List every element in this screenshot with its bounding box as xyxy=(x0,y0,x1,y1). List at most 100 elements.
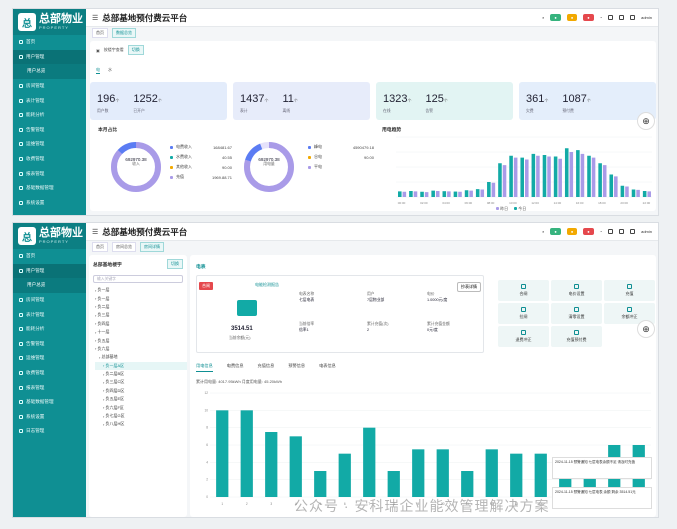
stat-card[interactable]: 1323个 在线 125个 告警 xyxy=(376,82,513,120)
sidebar-subitem[interactable]: 用户总览 xyxy=(13,278,86,293)
sidebar-item[interactable]: 日志管理 xyxy=(13,424,86,439)
filter-switch-button[interactable]: 切换 xyxy=(127,45,144,55)
action-button[interactable]: 充值 xyxy=(604,280,655,301)
fullscreen-icon[interactable] xyxy=(630,15,636,20)
tree-switch-button[interactable]: 切换 xyxy=(167,259,183,269)
fullscreen-icon[interactable] xyxy=(630,229,636,234)
user-name[interactable]: admin xyxy=(641,229,652,234)
toggle-electric[interactable]: 电 xyxy=(96,67,100,74)
action-button[interactable]: 余额冲正 xyxy=(604,303,655,324)
tree-node[interactable]: › 负五层E区 xyxy=(103,396,125,402)
sidebar-item[interactable]: 系统设置 xyxy=(13,410,86,425)
tree-node[interactable]: › 负五层 xyxy=(95,337,110,344)
sidebar-item[interactable]: 表计管理 xyxy=(13,93,86,108)
daily-bar xyxy=(485,449,498,497)
user-name[interactable]: admin xyxy=(641,15,652,20)
crumb-room-overview[interactable]: 房间总览 xyxy=(112,242,136,252)
toggle-water[interactable]: 水 xyxy=(108,67,112,72)
status-pill-red[interactable]: ● xyxy=(583,228,594,235)
tree-node[interactable]: › 负八层H区 xyxy=(103,421,125,427)
action-button[interactable]: 电价设置 xyxy=(551,280,602,301)
sidebar-subitem[interactable]: 用户总览 xyxy=(13,64,86,79)
stat-card[interactable]: 361个 欠费 1087个 预付费 xyxy=(519,82,656,120)
floating-helper-icon[interactable]: ⊕ xyxy=(637,112,655,130)
tab-meter[interactable]: 电表信息 xyxy=(319,363,336,368)
tree-node[interactable]: › 负三层C区 xyxy=(103,379,125,385)
stat-card[interactable]: 196个 用户数 1252个 已开户 xyxy=(90,82,227,120)
sidebar-item[interactable]: 用户管理 xyxy=(13,49,86,65)
crumb-overview[interactable]: 数据总览 xyxy=(112,28,136,38)
tree-node[interactable]: › 负六层 xyxy=(95,345,110,352)
report-link[interactable]: 电能检测报告 xyxy=(255,282,279,287)
stat-card[interactable]: 1437个 表计 11个 离线 xyxy=(233,82,370,120)
menu-toggle-icon[interactable]: ☰ xyxy=(92,228,99,236)
sidebar-item[interactable]: 首页 xyxy=(13,35,86,50)
bell-icon[interactable]: ◔ xyxy=(599,15,603,20)
tab-fee[interactable]: 电费信息 xyxy=(226,363,244,368)
bell-icon[interactable]: ◔ xyxy=(599,229,603,234)
sidebar-item[interactable]: 能耗分析 xyxy=(13,322,86,337)
status-pill-green[interactable]: ● xyxy=(550,14,561,21)
menu-toggle-icon[interactable]: ☰ xyxy=(92,14,99,22)
sidebar-item[interactable]: 表计管理 xyxy=(13,307,86,322)
tree-node[interactable]: › 负四层D区 xyxy=(103,387,125,394)
tree-node[interactable]: › 负二层B区 xyxy=(103,371,125,377)
tree-node[interactable]: › 负七层G区 xyxy=(103,413,125,419)
status-pill-green[interactable]: ● xyxy=(550,228,561,235)
sidebar-item[interactable]: 告警管理 xyxy=(13,123,86,138)
sidebar-item[interactable]: 房间管理 xyxy=(13,293,86,308)
tree-node[interactable]: › 负一层A区 xyxy=(95,361,187,370)
action-button[interactable]: 拉闸 xyxy=(498,303,549,324)
sidebar-item[interactable]: 房间管理 xyxy=(13,79,86,94)
tab-usage[interactable]: 用电信息 xyxy=(196,363,213,372)
tree-node[interactable]: › 负六层F区 xyxy=(103,404,124,411)
notice-card-1[interactable]: 2024-11-15 预警通知 七层电表余额不足 请及时充值 xyxy=(552,457,652,479)
sidebar-item[interactable]: 报表管理 xyxy=(13,166,86,181)
menu-item-icon xyxy=(19,327,23,332)
trend-bar xyxy=(464,190,469,197)
tree-node[interactable]: › 十一层 xyxy=(95,329,110,335)
screen-icon[interactable] xyxy=(608,229,614,234)
action-button[interactable]: 合闸 xyxy=(498,280,549,301)
sidebar-item[interactable]: 基础数据管理 xyxy=(13,395,86,410)
floating-helper-icon[interactable]: ⊕ xyxy=(637,320,655,338)
crumb-home[interactable]: 首页 xyxy=(92,28,108,38)
sidebar-item[interactable]: 运维管理 xyxy=(13,137,86,152)
tree-node[interactable]: › 负二层 xyxy=(95,303,110,310)
sidebar-item[interactable]: 收费管理 xyxy=(13,366,86,381)
tree-node[interactable]: › 负三层 xyxy=(95,312,110,318)
crumb-home[interactable]: 首页 xyxy=(92,242,108,252)
status-pill-yellow[interactable]: ● xyxy=(566,14,578,21)
sidebar-item[interactable]: 报表管理 xyxy=(13,380,86,395)
tree-node[interactable]: › 负一层 xyxy=(95,287,110,293)
action-button[interactable]: 充值预付费 xyxy=(551,326,602,347)
tree-node[interactable]: › 负一层 xyxy=(95,295,110,302)
sidebar-item[interactable]: 系统设置 xyxy=(13,196,86,211)
sidebar-item[interactable]: 用户管理 xyxy=(13,263,86,279)
menu-item-icon xyxy=(19,429,23,434)
status-pill-yellow[interactable]: ● xyxy=(566,228,578,235)
sidebar-item[interactable]: 首页 xyxy=(13,249,86,264)
notice-card-2[interactable]: 2024-11-15 预警通知 七层电表 余额 剩余 3514.51元 xyxy=(552,487,652,509)
screen-icon[interactable] xyxy=(608,15,614,20)
tree-title: 总部基地楼宇 xyxy=(93,262,122,268)
crumb-room-detail[interactable]: 房间详情 xyxy=(140,242,164,252)
sidebar-item[interactable]: 告警管理 xyxy=(13,337,86,352)
status-pill-red[interactable]: ● xyxy=(583,14,594,21)
tree-search-input[interactable]: 输入关键字 xyxy=(93,275,183,283)
grid-icon[interactable] xyxy=(619,15,625,20)
tab-warning[interactable]: 预警信息 xyxy=(288,363,306,368)
meter-detail-button[interactable]: 抄表详情 xyxy=(457,282,481,292)
search-icon[interactable]: ⌕ xyxy=(542,15,545,20)
action-button[interactable]: 退费冲正 xyxy=(498,326,549,347)
sidebar-item[interactable]: 运维管理 xyxy=(13,351,86,366)
grid-icon[interactable] xyxy=(619,229,625,234)
sidebar-item[interactable]: 收费管理 xyxy=(13,152,86,167)
action-button[interactable]: 清零设置 xyxy=(551,303,602,324)
tree-node[interactable]: › 总部基地 xyxy=(99,354,118,360)
search-icon[interactable]: ⌕ xyxy=(542,229,545,234)
sidebar-item[interactable]: 能耗分析 xyxy=(13,108,86,123)
tree-node[interactable]: › 负四层 xyxy=(95,320,110,327)
tab-recharge[interactable]: 充值信息 xyxy=(257,363,275,368)
sidebar-item[interactable]: 基础数据管理 xyxy=(13,181,86,196)
